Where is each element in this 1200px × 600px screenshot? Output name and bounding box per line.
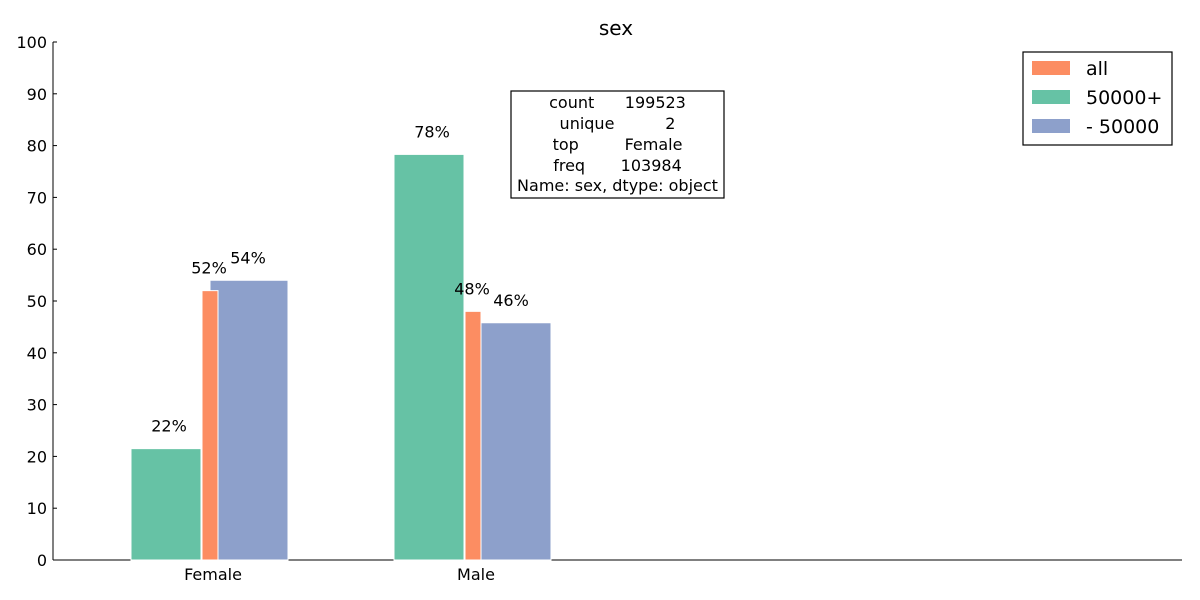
data-label: 48% — [454, 279, 490, 298]
axes: 0 10 20 30 40 50 60 70 80 90 100 Female Male — [16, 33, 1182, 584]
bar-all-female — [201, 290, 219, 561]
legend-swatch-minus-50000 — [1032, 119, 1070, 133]
data-labels: 52% 22% 54% 48% 78% 46% — [151, 122, 529, 435]
bars — [130, 153, 552, 561]
bar-50000-male — [472, 322, 552, 561]
stats-line-top: top Female — [553, 135, 683, 154]
stats-line-name: Name: sex, dtype: object — [517, 176, 718, 195]
stats-line-count: count 199523 — [549, 93, 686, 112]
y-tick-label: 0 — [37, 551, 47, 570]
data-label: 52% — [191, 259, 227, 278]
y-tick-label: 60 — [27, 240, 47, 259]
data-label: 22% — [151, 417, 187, 436]
x-tick-label: Male — [457, 565, 495, 584]
chart-title: sex — [599, 16, 633, 40]
x-tick-label: Female — [184, 565, 242, 584]
bar-50000-male — [393, 153, 465, 561]
y-tick-label: 20 — [27, 447, 47, 466]
legend-swatch-50000-plus — [1032, 90, 1070, 104]
y-tick-label: 100 — [16, 33, 47, 52]
legend: all 50000+ - 50000 — [1022, 51, 1173, 146]
y-tick-label: 30 — [27, 396, 47, 415]
data-label: 46% — [493, 291, 529, 310]
legend-swatch-all — [1032, 61, 1070, 75]
bar-all-male — [464, 310, 482, 561]
legend-label-all: all — [1086, 58, 1108, 80]
bar-50000-female — [130, 448, 202, 561]
legend-label-50000-plus: 50000+ — [1086, 87, 1162, 109]
y-tick-label: 40 — [27, 344, 47, 363]
data-label: 54% — [230, 248, 266, 267]
legend-label-minus-50000: - 50000 — [1086, 116, 1159, 138]
y-tick-label: 70 — [27, 188, 47, 207]
data-label: 78% — [414, 122, 450, 141]
y-tick-label: 10 — [27, 499, 47, 518]
stats-annotation: count 199523 unique 2 top Female freq 10… — [510, 90, 725, 199]
stats-line-freq: freq 103984 — [553, 156, 682, 175]
y-tick-label: 80 — [27, 137, 47, 156]
y-tick-label: 90 — [27, 85, 47, 104]
y-tick-label: 50 — [27, 292, 47, 311]
bar-50000-female — [209, 279, 289, 561]
stats-line-unique: unique 2 — [560, 114, 676, 133]
